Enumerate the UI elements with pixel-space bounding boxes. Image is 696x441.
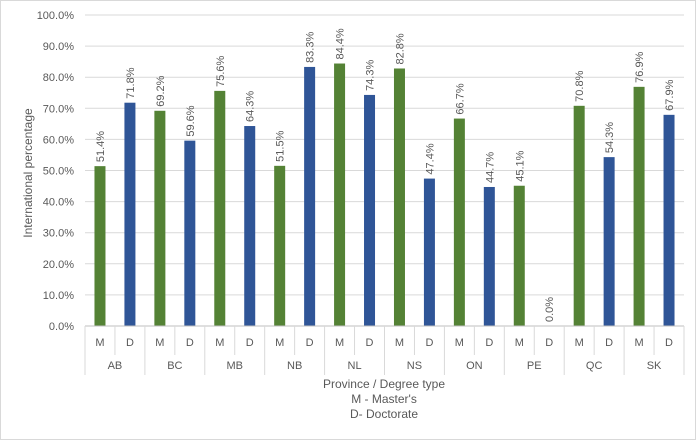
bar-bc-m bbox=[154, 110, 166, 327]
bar-on-m bbox=[453, 118, 465, 326]
degree-tick-label: D bbox=[485, 337, 493, 349]
degree-tick-label: M bbox=[455, 337, 464, 349]
bar-ns-d bbox=[423, 178, 435, 326]
y-tick-label: 80.0% bbox=[43, 72, 74, 84]
data-label: 71.8% bbox=[125, 67, 137, 98]
y-tick-label: 10.0% bbox=[43, 290, 74, 302]
degree-tick-label: D bbox=[366, 337, 374, 349]
data-label: 82.8% bbox=[394, 33, 406, 64]
province-tick-label: QC bbox=[586, 360, 603, 372]
bar-mb-m bbox=[214, 90, 226, 326]
y-tick-label: 60.0% bbox=[43, 134, 74, 146]
data-labels: 51.4% 71.8% 69.2% 59.6% 75.6% 64.3% 51.5% 83.3%… bbox=[95, 28, 676, 322]
degree-tick-label: D bbox=[126, 337, 134, 349]
data-label: 66.7% bbox=[454, 83, 466, 114]
data-label: 47.4% bbox=[424, 143, 436, 174]
degree-tick-label: M bbox=[275, 337, 284, 349]
y-tick-label: 20.0% bbox=[43, 259, 74, 271]
degree-tick-label: M bbox=[395, 337, 404, 349]
bar-ab-m bbox=[94, 166, 106, 326]
data-label: 51.4% bbox=[95, 131, 107, 162]
y-tick-label: 100.0% bbox=[37, 10, 75, 22]
bar-pe-m bbox=[513, 185, 525, 326]
x-axis-title-line-3: D- Doctorate bbox=[350, 407, 418, 421]
degree-tick-label: M bbox=[95, 337, 104, 349]
data-label: 67.9% bbox=[664, 79, 676, 110]
data-label: 70.8% bbox=[574, 70, 586, 101]
data-label: 84.4% bbox=[335, 28, 347, 59]
province-tick-label: ON bbox=[466, 360, 483, 372]
province-tick-label: PE bbox=[527, 360, 542, 372]
bar-sk-d bbox=[663, 114, 675, 327]
y-tick-label: 30.0% bbox=[43, 228, 74, 240]
province-tick-label: NS bbox=[407, 360, 422, 372]
degree-tick-label: M bbox=[215, 337, 224, 349]
degree-tick-label: D bbox=[425, 337, 433, 349]
data-label: 76.9% bbox=[634, 51, 646, 82]
province-tick-label: MB bbox=[227, 360, 244, 372]
degree-tick-label: D bbox=[665, 337, 673, 349]
degree-tick-label: M bbox=[155, 337, 164, 349]
x-axis-title-line-2: M - Master's bbox=[351, 392, 417, 406]
bar-nl-m bbox=[334, 63, 346, 327]
bar-nb-m bbox=[274, 165, 286, 326]
province-tick-label: NB bbox=[287, 360, 302, 372]
bar-ab-d bbox=[124, 102, 136, 327]
degree-tick-label: M bbox=[335, 337, 344, 349]
bars bbox=[94, 63, 675, 327]
province-tick-label: SK bbox=[647, 360, 662, 372]
data-label: 75.6% bbox=[215, 55, 227, 86]
x-axis-title-line-1: Province / Degree type bbox=[323, 377, 445, 391]
y-axis-title: International percentage bbox=[21, 108, 35, 238]
bar-on-d bbox=[483, 186, 495, 326]
degree-tick-label: D bbox=[545, 337, 553, 349]
bar-bc-d bbox=[184, 140, 196, 326]
y-tick-label: 0.0% bbox=[49, 321, 74, 333]
bar-ns-m bbox=[393, 68, 405, 326]
degree-tick-label: D bbox=[306, 337, 314, 349]
gridlines bbox=[85, 14, 684, 296]
y-axis-ticks: 0.0% 10.0% 20.0% 30.0% 40.0% 50.0% 60.0% 70.0% 8… bbox=[37, 10, 75, 333]
data-label: 69.2% bbox=[155, 75, 167, 106]
degree-tick-label: D bbox=[605, 337, 613, 349]
y-tick-label: 70.0% bbox=[43, 103, 74, 115]
province-tick-label: NL bbox=[348, 360, 362, 372]
data-label: 44.7% bbox=[484, 152, 496, 183]
bar-qc-d bbox=[603, 157, 615, 326]
y-tick-label: 40.0% bbox=[43, 197, 74, 209]
province-tick-label: AB bbox=[108, 360, 123, 372]
bar-nb-d bbox=[304, 66, 316, 326]
data-label: 59.6% bbox=[185, 105, 197, 136]
data-label: 54.3% bbox=[604, 122, 616, 153]
data-label: 45.1% bbox=[514, 150, 526, 181]
degree-tick-label: M bbox=[634, 337, 643, 349]
bar-mb-d bbox=[244, 126, 256, 326]
bar-sk-m bbox=[633, 86, 645, 326]
y-tick-label: 50.0% bbox=[43, 166, 74, 178]
data-label: 74.3% bbox=[365, 60, 377, 91]
data-label: 0.0% bbox=[544, 297, 556, 322]
y-tick-label: 90.0% bbox=[43, 41, 74, 53]
degree-tick-label: D bbox=[246, 337, 254, 349]
data-label: 64.3% bbox=[245, 91, 257, 122]
degree-tick-label: M bbox=[515, 337, 524, 349]
province-tick-label: BC bbox=[167, 360, 182, 372]
degree-tick-label: D bbox=[186, 337, 194, 349]
degree-tick-label: M bbox=[575, 337, 584, 349]
bar-qc-m bbox=[573, 105, 585, 326]
bar-nl-d bbox=[364, 94, 376, 326]
data-label: 51.5% bbox=[275, 130, 287, 161]
data-label: 83.3% bbox=[305, 32, 317, 63]
